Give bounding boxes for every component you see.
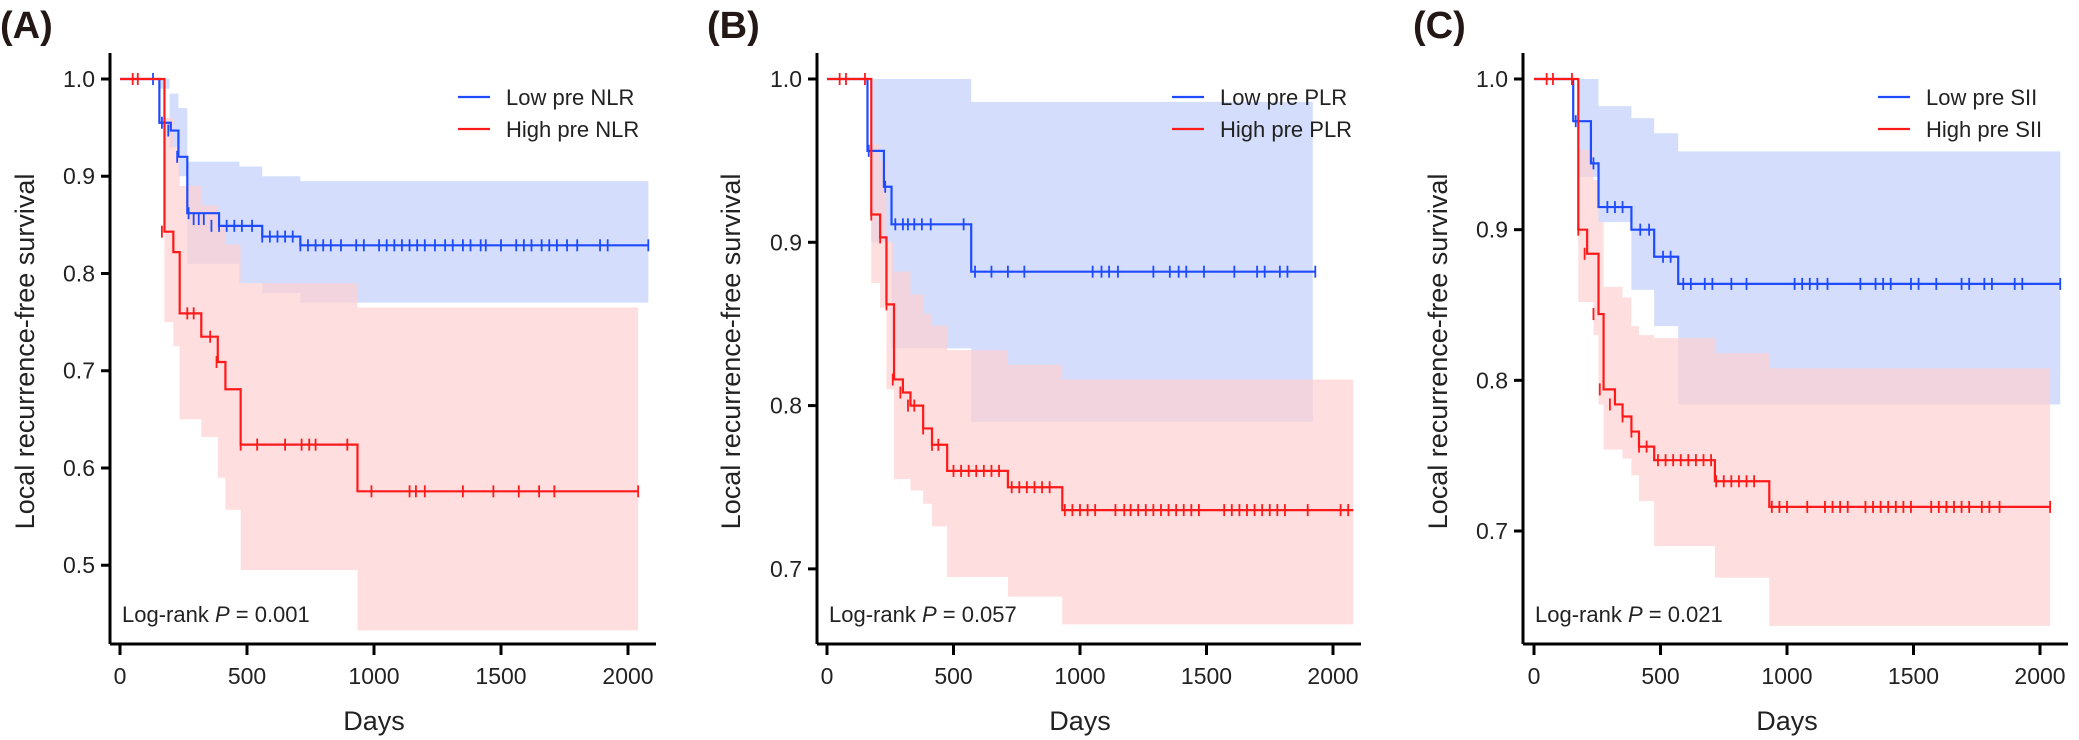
p-value: = 0.001	[230, 602, 310, 627]
x-tick-label: 2000	[602, 663, 653, 689]
y-tick-label: 0.8	[770, 393, 802, 419]
legend-label: High pre PLR	[1220, 117, 1352, 142]
legend-label: High pre NLR	[506, 117, 639, 142]
panel-label: (C)	[1413, 5, 1466, 47]
p-value: = 0.021	[1643, 602, 1723, 627]
y-axis-title: Local recurrence-free survival	[716, 174, 746, 530]
y-tick-label: 0.7	[63, 358, 95, 384]
x-tick-label: 500	[1641, 663, 1679, 689]
x-tick-label: 2000	[2014, 663, 2065, 689]
panel-label: (B)	[707, 5, 760, 47]
y-tick-label: 1.0	[63, 66, 95, 92]
y-tick-label: 0.6	[63, 455, 95, 481]
y-tick-label: 0.8	[1476, 367, 1508, 393]
panel-label: (A)	[0, 5, 53, 47]
p-value: = 0.057	[937, 602, 1017, 627]
confidence-band-high	[164, 117, 639, 631]
y-tick-label: 0.8	[63, 260, 95, 286]
legend-label: Low pre NLR	[506, 85, 634, 110]
x-tick-label: 0	[1528, 663, 1541, 689]
confidence-band-low	[871, 79, 1313, 422]
confidence-band-low	[159, 79, 649, 303]
x-tick-label: 0	[821, 663, 834, 689]
x-axis-title: Days	[343, 706, 405, 736]
x-tick-label: 1500	[1181, 663, 1232, 689]
survival-curve-low	[827, 77, 1316, 273]
log-rank-label: Log-rank	[829, 602, 922, 627]
y-tick-label: 0.7	[1476, 518, 1508, 544]
log-rank-label: Log-rank	[122, 602, 215, 627]
y-tick-label: 0.9	[1476, 217, 1508, 243]
y-tick-label: 0.7	[770, 556, 802, 582]
p-symbol: P	[922, 602, 937, 627]
y-tick-label: 0.5	[63, 552, 95, 578]
p-symbol: P	[215, 602, 230, 627]
x-tick-label: 500	[934, 663, 972, 689]
y-tick-label: 0.9	[63, 163, 95, 189]
x-tick-label: 1000	[1054, 663, 1105, 689]
y-tick-label: 1.0	[1476, 66, 1508, 92]
x-tick-label: 0	[114, 663, 127, 689]
survival-curve-high	[1534, 77, 2051, 508]
x-tick-label: 1500	[1888, 663, 1939, 689]
legend-label: Low pre SII	[1926, 85, 2037, 110]
log-rank-label: Log-rank	[1535, 602, 1628, 627]
y-tick-label: 1.0	[770, 66, 802, 92]
x-tick-label: 500	[228, 663, 266, 689]
panel-c: 0.7 0.8 0.9 1.0 0 500 1000 1500 2000 Days Local re…	[1413, 5, 2068, 736]
confidence-band-low	[1578, 79, 2061, 405]
x-tick-label: 1000	[1761, 663, 1812, 689]
log-rank-annotation: Log-rank P = 0.021	[1535, 602, 1723, 627]
log-rank-annotation: Log-rank P = 0.057	[829, 602, 1017, 627]
y-axis-title: Local recurrence-free survival	[1423, 174, 1453, 530]
legend-label: Low pre PLR	[1220, 85, 1347, 110]
p-symbol: P	[1628, 602, 1643, 627]
x-tick-label: 2000	[1307, 663, 1358, 689]
legend-label: High pre SII	[1926, 117, 2042, 142]
x-axis-title: Days	[1049, 706, 1111, 736]
y-axis-title: Local recurrence-free survival	[10, 174, 40, 530]
panel-a: 0.5 0.6 0.7 0.8 0.9 1.0 0 500 1000 1500 2000 Days Lo…	[0, 5, 656, 736]
x-tick-label: 1500	[475, 663, 526, 689]
log-rank-annotation: Log-rank P = 0.001	[122, 602, 310, 627]
confidence-band-high	[871, 144, 1354, 625]
x-tick-label: 1000	[348, 663, 399, 689]
x-axis-title: Days	[1756, 706, 1818, 736]
panel-b: 0.7 0.8 0.9 1.0 0 500 1000 1500 2000 Days Local re…	[707, 5, 1361, 736]
y-tick-label: 0.9	[770, 229, 802, 255]
